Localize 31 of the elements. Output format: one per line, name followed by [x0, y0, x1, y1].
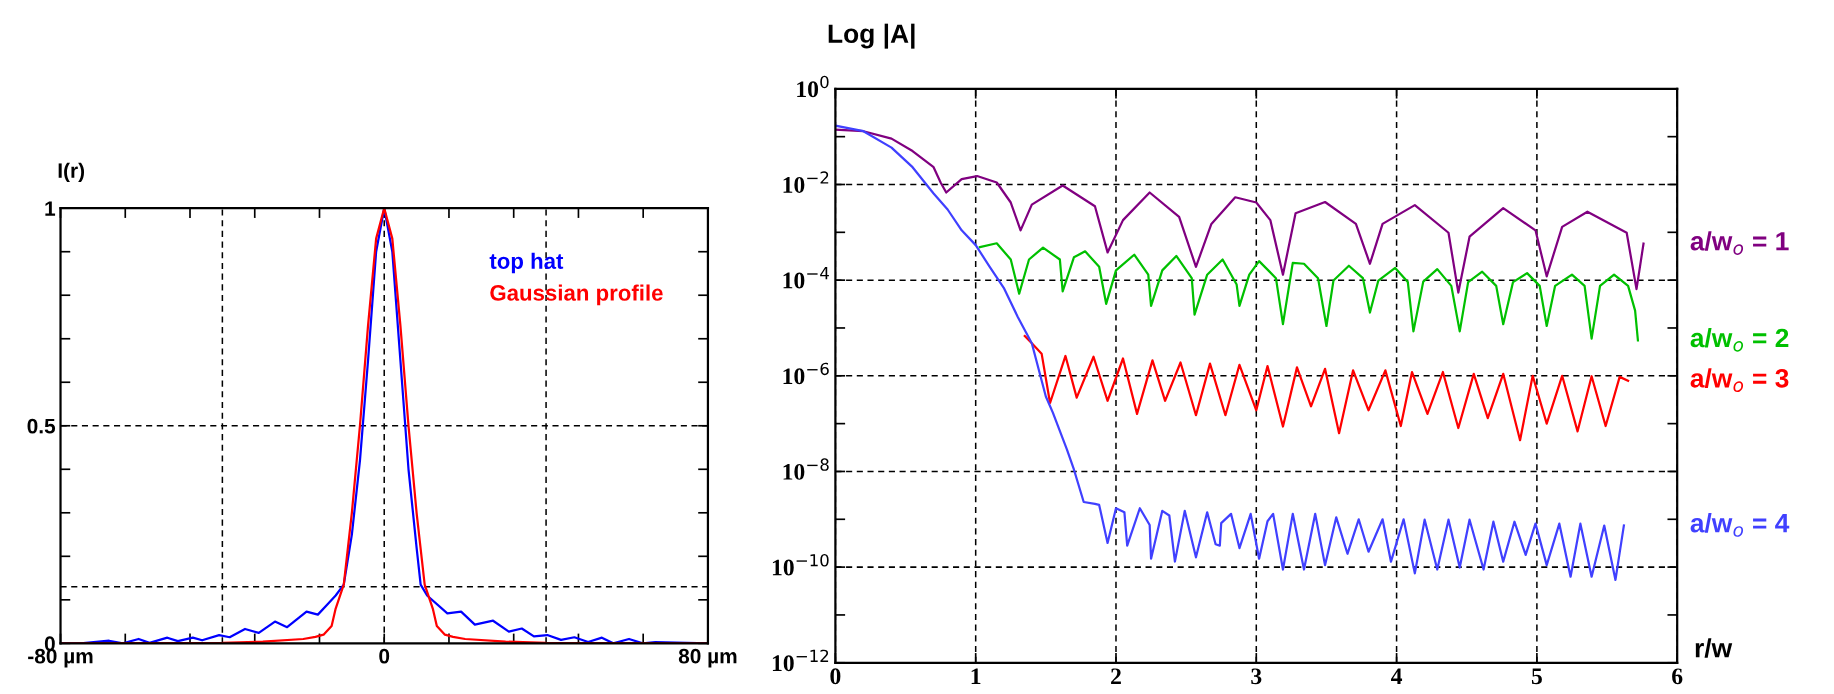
y-tick-label: 10$^{0}$: [797, 75, 829, 98]
x-axis-title: r/w: [1695, 638, 1733, 658]
y-tick-label: 10$^{−12}$: [772, 649, 829, 672]
series-label: a/w$_{o}$ = 1: [1690, 231, 1789, 255]
x-tick-label: 4: [1391, 668, 1403, 685]
x-tick-label: 80 µm: [678, 648, 737, 668]
x-tick-label: 0: [830, 668, 841, 685]
y-tick-label: 0.5: [27, 418, 56, 434]
text: top hat: [489, 252, 564, 274]
text: Gaussian profile: [490, 284, 663, 306]
y-tick-label: 10$^{−6}$: [783, 362, 829, 385]
y-axis-title: I(r): [58, 162, 85, 183]
y-tick-label: 10$^{−2}$: [783, 171, 829, 193]
x-tick-label: 0: [379, 648, 390, 664]
y-tick-label: 10$^{−10}$: [772, 553, 829, 576]
text: a/w$_{o}$ = 4: [1690, 513, 1790, 537]
chart-title: Log |A|: [828, 23, 915, 49]
y-tick-label: 10$^{−8}$: [783, 458, 829, 480]
line-series: [835, 124, 1625, 582]
y-tick-label: 10$^{−4}$: [783, 267, 829, 289]
line-series: [835, 128, 1645, 294]
x-tick-label: 3: [1251, 668, 1262, 685]
x-tick-label: 6: [1672, 668, 1683, 685]
x-tick-label: 2: [1111, 668, 1121, 685]
text: a/w$_{o}$ = 3: [1690, 368, 1789, 392]
series-label: a/w$_{o}$ = 2: [1690, 327, 1789, 352]
line-series: [1023, 334, 1630, 442]
line-series: [978, 242, 1640, 342]
x-tick-label: 1: [971, 668, 981, 685]
y-tick-label: 1: [45, 201, 56, 216]
x-tick-label: 5: [1531, 668, 1542, 685]
